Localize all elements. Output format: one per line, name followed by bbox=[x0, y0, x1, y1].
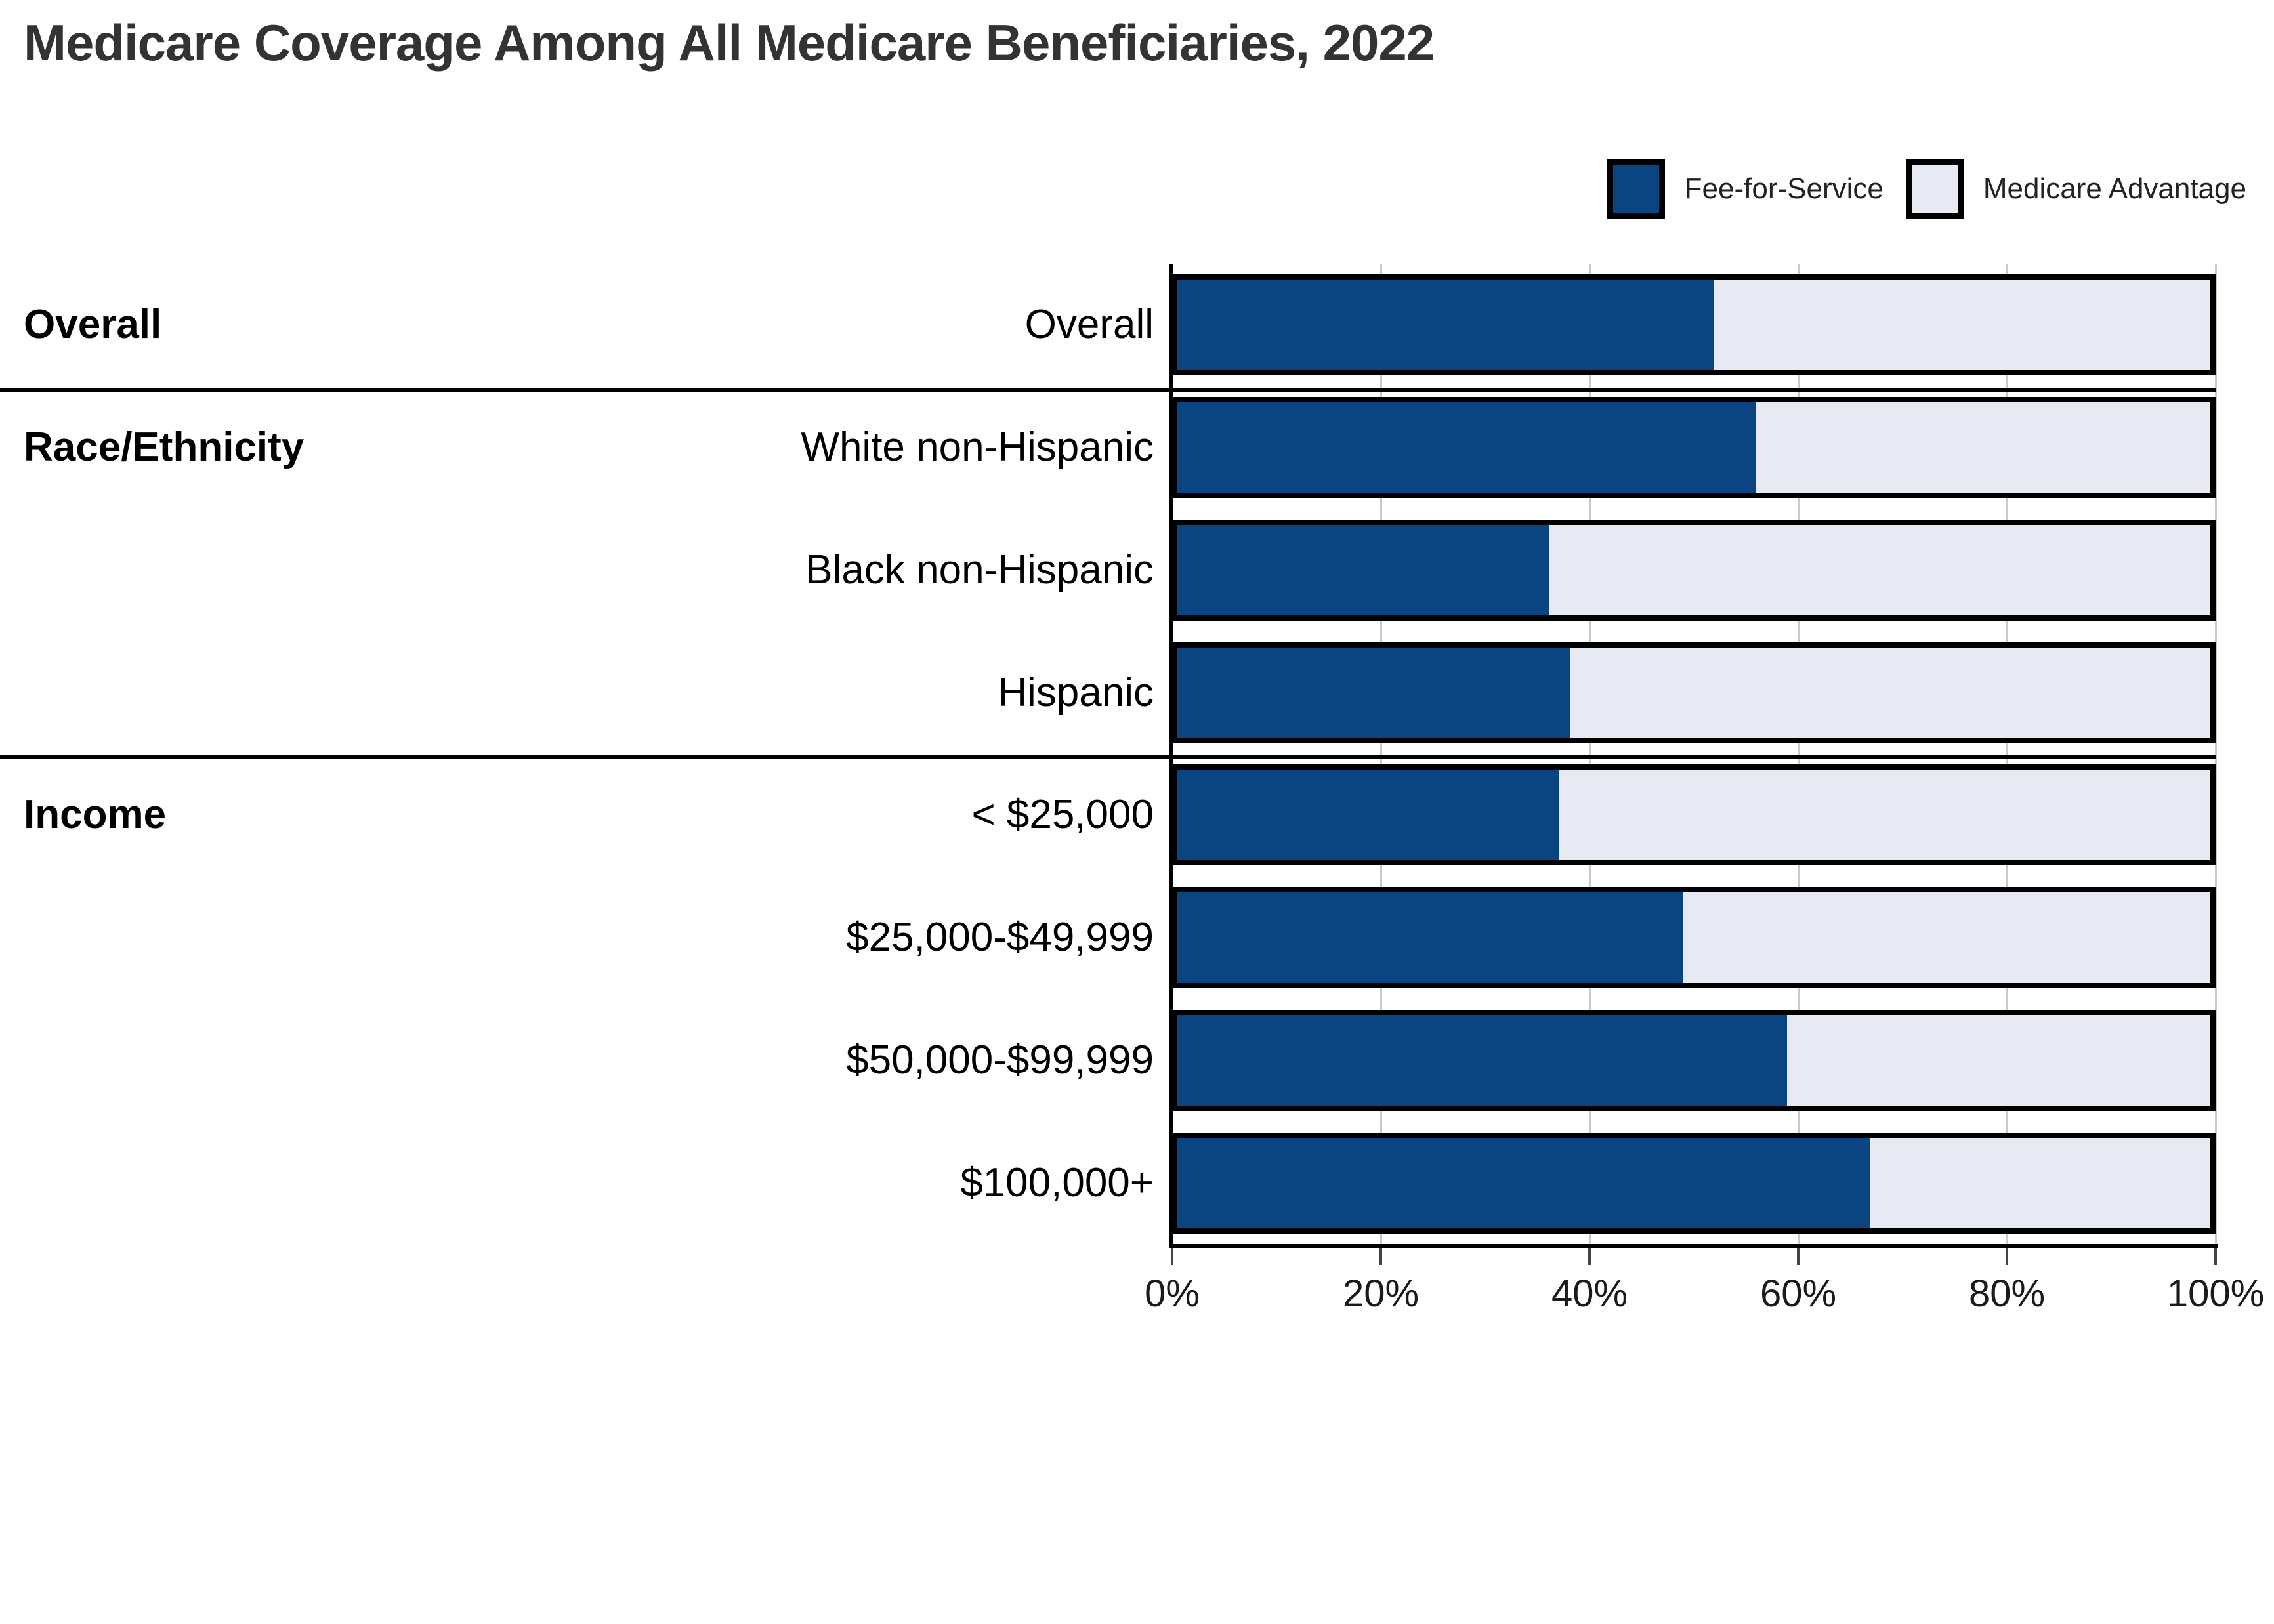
x-axis-line bbox=[1169, 1244, 2218, 1248]
x-axis-tick bbox=[1588, 1248, 1591, 1265]
stacked-bar bbox=[1172, 1009, 2216, 1111]
fee-for-service-swatch-icon bbox=[1607, 159, 1665, 219]
x-axis-tick-label: 20% bbox=[1342, 1272, 1420, 1315]
stacked-bar bbox=[1172, 519, 2216, 621]
category-label: $25,000-$49,999 bbox=[846, 915, 1154, 961]
fee-for-service-segment bbox=[1177, 770, 1565, 861]
fee-for-service-segment bbox=[1177, 1014, 1792, 1106]
category-label: Hispanic bbox=[998, 669, 1154, 715]
fee-for-service-segment bbox=[1177, 647, 1575, 738]
group-separator-line bbox=[0, 755, 2216, 759]
chart-title: Medicare Coverage Among All Medicare Ben… bbox=[24, 14, 1435, 72]
legend: Fee-for-Service Medicare Advantage bbox=[1607, 159, 2246, 219]
x-axis-tick bbox=[1797, 1248, 1800, 1265]
gridline bbox=[1798, 264, 1800, 1244]
group-label: Income bbox=[24, 792, 167, 838]
medicare-advantage-segment bbox=[1714, 280, 2210, 371]
stacked-bar bbox=[1172, 1132, 2216, 1234]
category-label: $100,000+ bbox=[960, 1159, 1154, 1205]
category-label: Black non-Hispanic bbox=[805, 547, 1154, 593]
fee-for-service-segment bbox=[1177, 892, 1689, 984]
medicare-advantage-segment bbox=[1683, 892, 2210, 984]
legend-item-medicare-advantage: Medicare Advantage bbox=[1905, 159, 2246, 219]
category-label: Overall bbox=[1024, 302, 1154, 348]
medicare-advantage-segment bbox=[1549, 524, 2210, 615]
medicare-advantage-segment bbox=[1570, 647, 2210, 738]
category-label: $50,000-$99,999 bbox=[846, 1037, 1154, 1083]
group-label: Overall bbox=[24, 302, 162, 348]
x-axis-tick bbox=[1379, 1248, 1382, 1265]
fee-for-service-segment bbox=[1177, 402, 1761, 493]
x-axis-tick bbox=[2214, 1248, 2217, 1265]
medicare-advantage-segment bbox=[1559, 770, 2210, 861]
x-axis-tick-label: 40% bbox=[1551, 1272, 1628, 1315]
gridline bbox=[1380, 264, 1382, 1244]
gridline bbox=[2215, 264, 2217, 1244]
x-axis-tick-label: 100% bbox=[2166, 1272, 2265, 1315]
stacked-bar bbox=[1172, 764, 2216, 866]
fee-for-service-segment bbox=[1177, 1137, 1874, 1228]
stacked-bar bbox=[1172, 274, 2216, 376]
medicare-advantage-segment bbox=[1786, 1014, 2210, 1106]
x-axis-tick-label: 0% bbox=[1145, 1272, 1200, 1315]
gridline bbox=[2006, 264, 2008, 1244]
x-axis-tick-label: 60% bbox=[1759, 1272, 1837, 1315]
legend-item-fee-for-service: Fee-for-Service bbox=[1607, 159, 1884, 219]
category-label: < $25,000 bbox=[971, 792, 1154, 838]
x-axis-tick-label: 80% bbox=[1968, 1272, 2046, 1315]
medicare-advantage-swatch-icon bbox=[1905, 159, 1964, 219]
gridline bbox=[1589, 264, 1591, 1244]
legend-label-fee-for-service: Fee-for-Service bbox=[1684, 173, 1884, 205]
stacked-bar bbox=[1172, 642, 2216, 743]
stacked-bar bbox=[1172, 397, 2216, 499]
stacked-bar bbox=[1172, 887, 2216, 989]
legend-label-medicare-advantage: Medicare Advantage bbox=[1983, 173, 2246, 205]
x-axis-tick bbox=[1171, 1248, 1173, 1265]
group-separator-line bbox=[0, 387, 2216, 392]
group-label: Race/Ethnicity bbox=[24, 425, 305, 470]
medicare-advantage-segment bbox=[1869, 1137, 2210, 1228]
medicare-advantage-segment bbox=[1756, 402, 2210, 493]
fee-for-service-segment bbox=[1177, 524, 1554, 615]
x-axis-tick bbox=[2006, 1248, 2008, 1265]
fee-for-service-segment bbox=[1177, 280, 1719, 371]
category-label: White non-Hispanic bbox=[801, 425, 1154, 470]
